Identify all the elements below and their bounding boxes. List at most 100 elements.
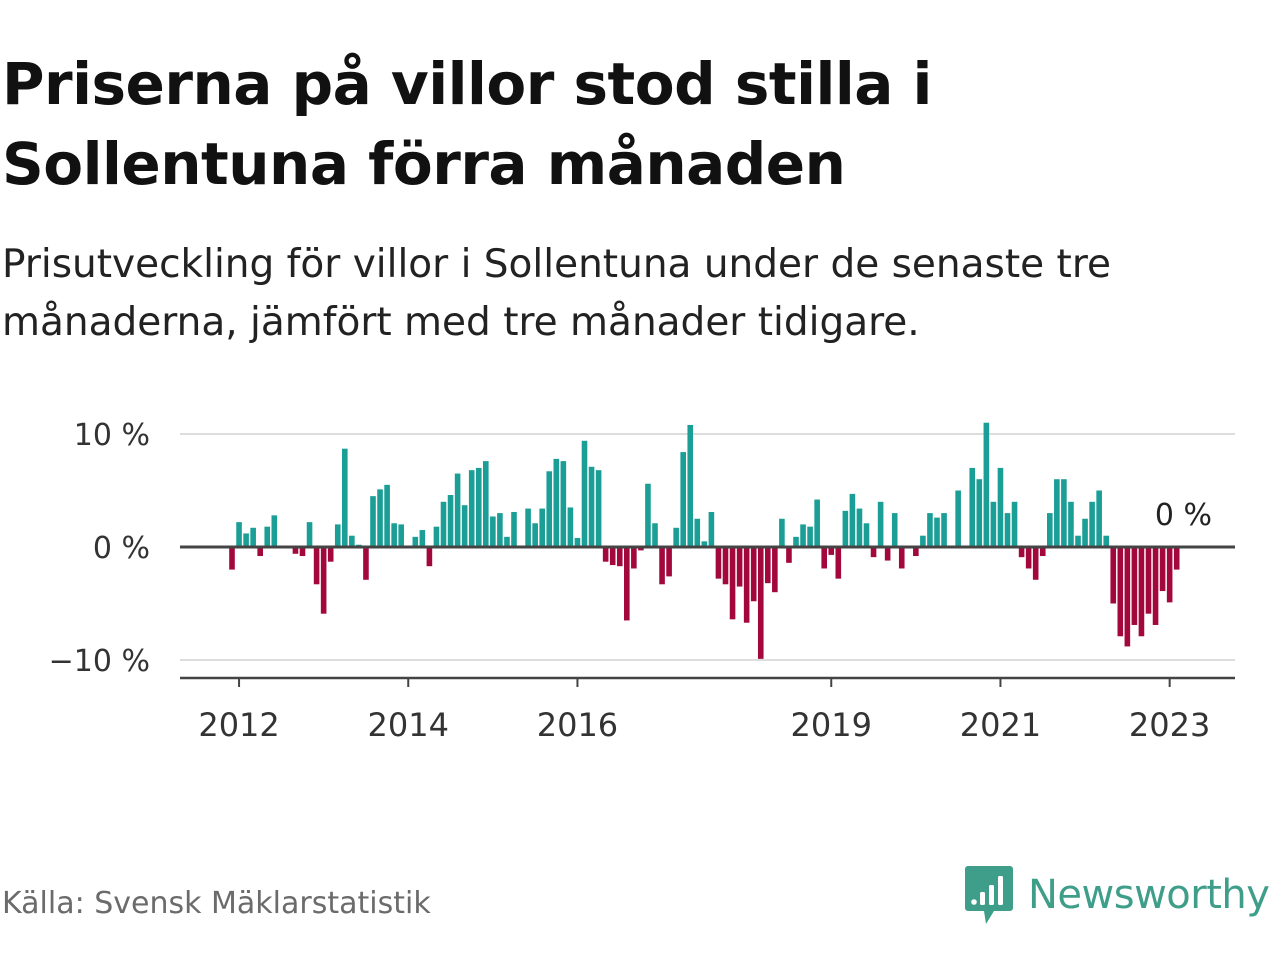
bar (997, 467, 1004, 547)
bar (1110, 547, 1117, 604)
bar (976, 479, 983, 547)
bar (1173, 547, 1180, 570)
bar (884, 547, 891, 561)
bar (1039, 547, 1046, 557)
bar (574, 537, 581, 547)
x-tick-label: 2019 (791, 706, 872, 744)
brand-name: Newsworthy (1028, 872, 1270, 918)
bar (624, 547, 630, 621)
bar (377, 489, 383, 547)
newsworthy-logo: Newsworthy (964, 862, 1270, 928)
page-title: Priserna på villor stod stilla i Sollent… (2, 50, 932, 198)
bar (1075, 535, 1081, 547)
y-tick-label: −10 % (49, 644, 150, 679)
last-value-label: 0 % (1155, 498, 1212, 533)
bar (934, 517, 940, 547)
bar (532, 523, 538, 547)
bar (1011, 501, 1018, 547)
bar (1103, 535, 1109, 547)
bar (243, 533, 249, 547)
bar-chart: 10 % 0 % −10 % 2012 2014 2016 2019 2021 2023 0 … (49, 418, 1235, 744)
bar (631, 547, 637, 569)
bar (334, 524, 341, 547)
bar (877, 501, 884, 547)
x-tick-label: 2012 (198, 706, 279, 744)
bar (821, 547, 827, 569)
bar (842, 510, 849, 547)
bar (1096, 490, 1102, 547)
bar (898, 547, 905, 569)
bar (835, 547, 842, 579)
bar (870, 547, 877, 558)
bar (666, 547, 672, 577)
bar (236, 522, 242, 547)
bar (327, 547, 334, 562)
bar (750, 547, 757, 602)
source-note: Källa: Svensk Mäklarstatistik (2, 886, 431, 921)
bar (990, 501, 997, 547)
bar (475, 467, 482, 547)
bar (426, 547, 433, 567)
bar (1061, 479, 1067, 547)
bar (849, 493, 856, 547)
bar (1166, 547, 1173, 603)
bar (694, 518, 701, 547)
bars (229, 422, 1180, 659)
bar (1152, 547, 1159, 625)
bar (652, 523, 658, 547)
bar (1068, 501, 1074, 547)
bar (722, 547, 729, 585)
bar (342, 448, 348, 547)
bar (927, 513, 933, 547)
bar (856, 508, 863, 547)
bar (729, 547, 736, 620)
bar (525, 508, 531, 547)
bar (1131, 547, 1138, 625)
bar (1025, 547, 1032, 569)
bar (391, 523, 397, 547)
bar (920, 535, 926, 547)
bar (1124, 547, 1131, 647)
bar (1138, 547, 1145, 637)
bar (250, 527, 256, 547)
bar (1145, 547, 1152, 614)
bar (680, 452, 686, 547)
bar (553, 458, 560, 547)
bar (609, 547, 616, 566)
bar (595, 470, 602, 547)
bar (320, 547, 327, 614)
bar (440, 501, 447, 547)
bar (313, 547, 320, 585)
bar (891, 513, 898, 547)
bar (708, 511, 715, 547)
bar (447, 495, 454, 547)
bar (419, 530, 426, 547)
y-tick-label: 0 % (93, 531, 150, 566)
bar (306, 522, 313, 547)
bar (969, 467, 976, 547)
bar (581, 440, 588, 547)
bar (955, 490, 961, 547)
x-tick-label: 2014 (368, 706, 449, 744)
bar (1082, 518, 1088, 547)
bar (673, 527, 679, 547)
bar (349, 535, 355, 547)
bar (814, 499, 820, 547)
bar (828, 547, 835, 555)
bar (363, 547, 369, 580)
bar (616, 547, 623, 567)
bar (786, 547, 792, 563)
x-tick-label: 2023 (1129, 706, 1210, 744)
y-axis-labels: 10 % 0 % −10 % (49, 418, 150, 679)
bar (736, 547, 743, 587)
bar (602, 547, 609, 562)
bar (1018, 547, 1025, 558)
bar (913, 547, 919, 557)
bar (772, 547, 778, 593)
bar (497, 513, 503, 547)
bar (370, 496, 376, 547)
bar (461, 505, 468, 547)
bar (567, 507, 574, 547)
bar (560, 461, 567, 547)
bar (638, 547, 644, 551)
